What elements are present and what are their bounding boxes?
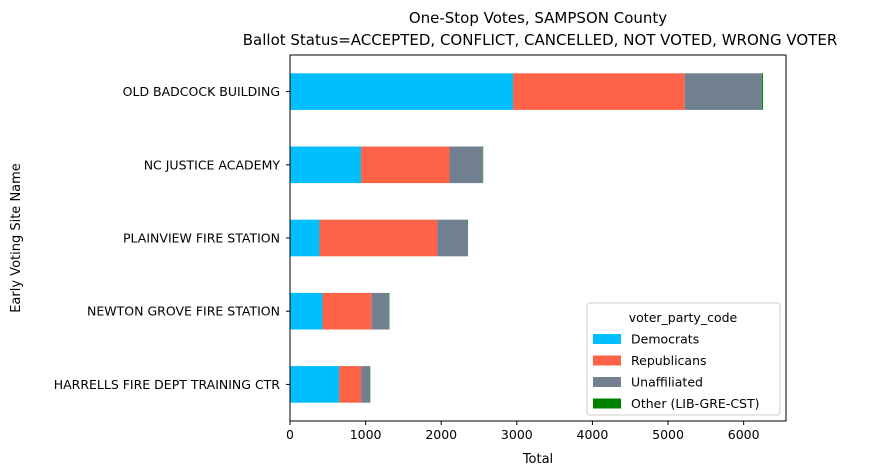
bar-1-2 [290,146,362,184]
legend-label-1: Democrats [631,332,699,347]
legend-swatch-3 [593,377,621,387]
legend-box [586,302,781,416]
bar-1-3 [290,219,320,257]
legend-label-4: Other (LIB-GRE-CST) [631,396,760,411]
legend-title: voter_party_code [629,310,738,325]
bar-3-5 [361,366,371,403]
bar-3-4 [371,292,390,330]
x-tick-label-3: 3000 [501,427,533,442]
chart-subtitle: Ballot Status=ACCEPTED, CONFLICT, CANCEL… [243,31,838,49]
legend-label-2: Republicans [631,353,707,368]
x-tick-label-4: 4000 [577,427,609,442]
legend-label-3: Unaffiliated [631,375,703,390]
bars [290,73,763,403]
x-tick-label-5: 5000 [652,427,684,442]
bar-1-5 [290,366,340,403]
legend-items: Democrats Republicans Unaffiliated Other (L… [593,332,760,411]
y-axis-label: Early Voting Site Name [9,163,24,313]
y-tick-label-2: PLAINVIEW FIRE STATION [123,231,280,246]
bar-4-1 [761,73,763,110]
legend: voter_party_code Democrats Republicans Una… [586,302,781,416]
x-tick-label-1: 1000 [350,427,382,442]
x-tick-label-6: 6000 [728,427,760,442]
bar-1-4 [290,292,323,330]
bar-2-1 [513,73,685,110]
legend-swatch-2 [593,355,621,366]
x-axis-label: Total [522,452,553,467]
chart-title: One-Stop Votes, SAMPSON County [409,9,667,27]
x-tick-label-2: 2000 [425,427,457,442]
x-axis-ticks: 0 1000 2000 3000 4000 5000 6000 [286,421,760,442]
legend-swatch-4 [593,398,621,409]
bar-2-2 [361,146,450,184]
y-axis-ticks: OLD BADCOCK BUILDING NC JUSTICE ACADEMY PL… [54,84,290,392]
y-tick-label-3: NEWTON GROVE FIRE STATION [87,304,280,319]
bar-3-2 [449,146,483,184]
y-tick-label-0: OLD BADCOCK BUILDING [123,84,280,99]
y-tick-label-1: NC JUSTICE ACADEMY [144,157,281,172]
bar-2-5 [339,366,362,403]
bar-3-3 [437,219,468,257]
bar-3-1 [684,73,762,110]
legend-swatch-1 [593,334,621,344]
bar-2-3 [319,219,438,257]
bar-1-1 [290,73,514,110]
y-tick-label-4: HARRELLS FIRE DEPT TRAINING CTR [54,377,281,392]
bar-2-4 [322,292,372,330]
x-tick-label-0: 0 [286,427,294,442]
